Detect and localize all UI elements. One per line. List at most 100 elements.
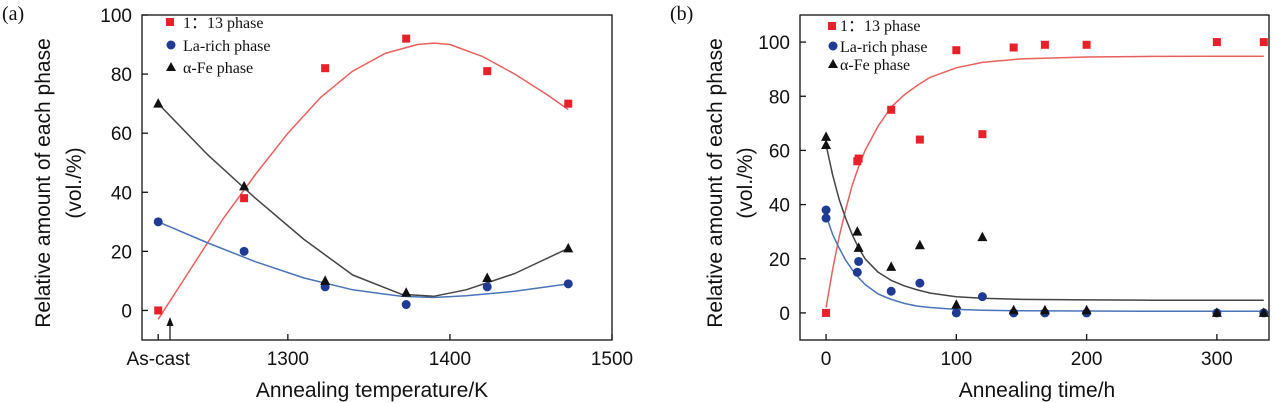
point-b-0-5 <box>952 46 961 55</box>
point-b-1-6 <box>951 308 961 318</box>
point-b-1-7 <box>977 292 987 302</box>
point-a-0-4 <box>483 67 492 76</box>
x-axis-title-b: Annealing time/h <box>959 379 1115 402</box>
point-b-2-2 <box>852 226 863 236</box>
y-tick-label-b-3: 60 <box>769 141 790 162</box>
legend-b: 1：13 phase La-rich phase α-Fe phase <box>828 18 928 74</box>
point-b-0-11 <box>1259 38 1268 47</box>
chart-panel-a: (a) Relative amount of each phase (vol./… <box>2 3 633 402</box>
ticks-a: As-cast 1300 1400 1500 0 20 40 60 80 100 <box>100 6 633 370</box>
legend-label-la-b: La-rich phase <box>840 39 928 56</box>
y-axis-title-a-line2: (vol./%) <box>63 147 86 218</box>
point-b-0-9 <box>1082 40 1091 49</box>
chart-panel-b: (b) Relative amount of each phase (vol./… <box>670 3 1270 402</box>
point-b-2-0 <box>821 131 832 141</box>
y-tick-label-a-3: 60 <box>111 124 132 145</box>
legend-label-fe-b: α-Fe phase <box>840 57 910 74</box>
legend-marker-fe-b <box>828 59 838 68</box>
y-axis-title-b-line2: (vol./%) <box>734 147 757 218</box>
point-a-2-4 <box>482 272 493 282</box>
point-b-2-4 <box>886 261 897 271</box>
point-a-2-0 <box>153 98 164 108</box>
point-b-2-8 <box>1008 304 1019 315</box>
y-tick-label-b-0: 0 <box>779 304 790 325</box>
ticks-b: 0 100 200 300 0 20 40 60 80 100 <box>758 33 1232 370</box>
data-points-a <box>153 34 574 315</box>
legend-label-la-a: La-rich phase <box>183 38 271 55</box>
as-cast-arrow <box>166 317 174 340</box>
fit-curve-a-2 <box>157 103 569 298</box>
point-a-0-5 <box>564 99 573 108</box>
legend-label-fe-a: α-Fe phase <box>183 60 253 77</box>
point-a-2-5 <box>563 242 574 253</box>
legend-marker-113-a <box>166 18 174 26</box>
point-b-2-11 <box>1211 307 1222 317</box>
point-a-2-2 <box>320 275 331 285</box>
y-tick-label-b-2: 40 <box>769 196 790 217</box>
point-a-0-0 <box>154 306 163 315</box>
x-axis-title-a: Annealing temperature/K <box>256 379 488 402</box>
point-b-2-12 <box>1258 307 1269 317</box>
point-b-0-0 <box>822 308 831 317</box>
plot-frame-a <box>141 14 613 341</box>
fit-curve-a-1 <box>157 221 569 299</box>
data-points-b <box>821 38 1269 318</box>
point-a-0-3 <box>402 34 411 43</box>
legend-marker-113-b <box>828 22 836 30</box>
fit-curves-b <box>825 55 1264 313</box>
y-tick-label-b-1: 20 <box>769 250 790 271</box>
point-a-0-2 <box>321 64 330 73</box>
panel-label-a: (a) <box>2 3 24 25</box>
y-axis-title-a-line1: Relative amount of each phase <box>32 38 55 328</box>
y-tick-label-a-1: 20 <box>111 242 132 263</box>
fit-curve-b-0 <box>825 55 1264 308</box>
legend-label-113-a: 1：13 phase <box>183 15 263 32</box>
y-tick-label-a-5: 100 <box>100 6 132 27</box>
point-b-2-5 <box>914 239 925 250</box>
y-tick-label-b-5: 100 <box>758 33 790 54</box>
point-a-1-0 <box>153 217 163 227</box>
fit-curve-a-0 <box>157 42 569 320</box>
x-tick-label-b-1: 100 <box>940 349 972 370</box>
point-b-1-3 <box>854 256 864 266</box>
point-b-1-4 <box>886 286 896 296</box>
y-tick-label-a-2: 40 <box>111 183 132 204</box>
point-b-1-0 <box>821 205 831 215</box>
x-tick-label-a-2: 1400 <box>429 349 471 370</box>
legend-label-113-b: 1：13 phase <box>840 18 920 35</box>
point-b-0-4 <box>915 135 924 144</box>
point-b-2-1 <box>821 139 832 149</box>
x-tick-label-b-2: 200 <box>1071 349 1103 370</box>
y-tick-label-b-4: 80 <box>769 87 790 108</box>
point-b-1-1 <box>821 213 831 223</box>
point-b-0-8 <box>1040 40 1049 49</box>
x-tick-label-a-1: 1300 <box>267 349 309 370</box>
point-b-0-6 <box>978 130 987 139</box>
point-b-0-7 <box>1009 43 1018 52</box>
point-b-0-10 <box>1212 38 1221 47</box>
y-tick-label-a-4: 80 <box>111 65 132 86</box>
point-b-2-7 <box>977 231 988 242</box>
point-a-2-3 <box>401 287 412 297</box>
point-a-1-5 <box>563 279 573 289</box>
point-b-2-3 <box>853 242 864 252</box>
legend-marker-la-a <box>166 40 176 50</box>
point-a-1-4 <box>482 282 492 292</box>
point-b-0-3 <box>887 105 896 114</box>
point-a-2-1 <box>239 180 250 191</box>
plot-frame-b <box>799 14 1270 341</box>
point-b-2-10 <box>1081 304 1092 315</box>
x-tick-label-a-3: 1500 <box>591 349 633 370</box>
panel-label-b: (b) <box>670 3 693 25</box>
point-a-0-1 <box>240 194 249 203</box>
point-b-0-2 <box>854 154 863 163</box>
point-b-1-2 <box>852 267 862 277</box>
point-a-1-1 <box>239 246 249 256</box>
legend-marker-fe-a <box>166 62 176 71</box>
y-tick-label-a-0: 0 <box>121 301 132 322</box>
legend-marker-la-b <box>828 41 838 51</box>
point-b-2-9 <box>1039 304 1050 315</box>
point-b-2-6 <box>951 299 962 309</box>
fit-curve-b-2 <box>825 144 1264 301</box>
